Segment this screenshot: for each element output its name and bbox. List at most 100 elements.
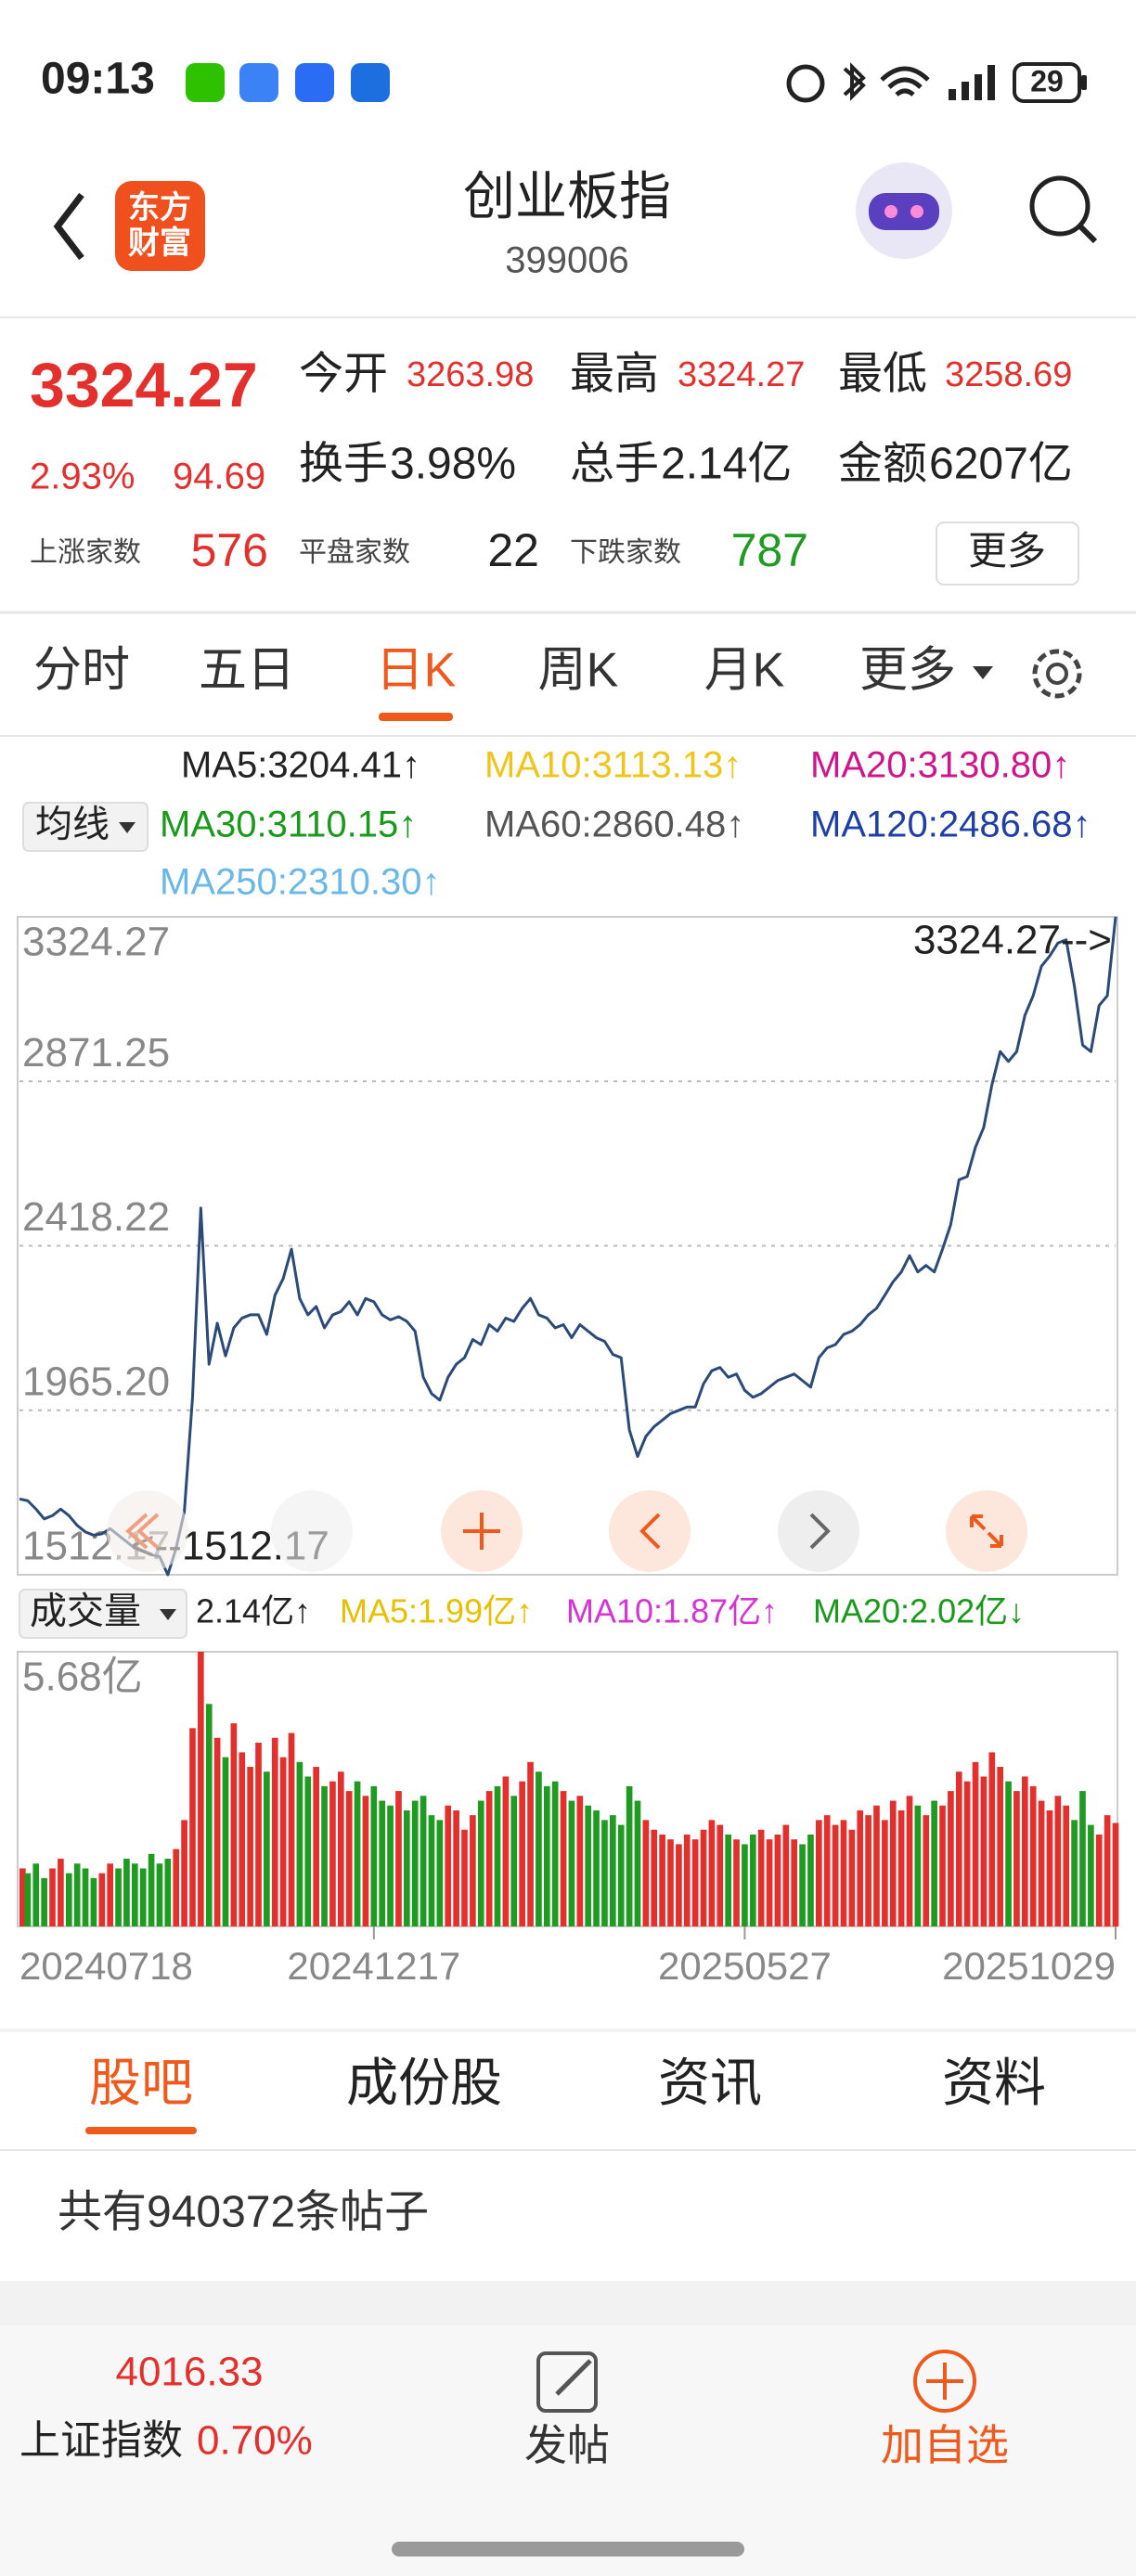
volume-bar xyxy=(148,1853,155,1926)
volume-bar xyxy=(1088,1824,1094,1926)
period-tab[interactable]: 周K xyxy=(538,644,619,698)
volume-bar xyxy=(955,1771,962,1926)
settings-button[interactable] xyxy=(1032,649,1082,699)
scroll-left-button[interactable] xyxy=(609,1490,691,1572)
pencil xyxy=(555,2359,592,2396)
volume-bar xyxy=(131,1863,138,1926)
volume-bar xyxy=(848,1829,856,1926)
scroll-start-button[interactable] xyxy=(107,1490,188,1572)
period-tab-selected[interactable]: 日K xyxy=(376,644,457,698)
avatar-eye xyxy=(884,205,897,218)
home-indicator xyxy=(392,2542,744,2557)
more-button-label[interactable]: 更多 xyxy=(968,529,1046,573)
x-tick-label: 20250527 xyxy=(658,1944,832,1988)
volume-bar xyxy=(288,1732,295,1926)
volume-legend: MA20:2.02亿↓ xyxy=(813,1592,1025,1630)
volume-bar xyxy=(156,1863,163,1926)
volume-bar xyxy=(651,1829,658,1926)
period-tab[interactable]: 月K xyxy=(704,644,785,698)
period-tab[interactable]: 分时 xyxy=(33,644,130,698)
ma-legend: MA60:2860.48↑ xyxy=(484,805,744,845)
volume-button-label[interactable]: 成交量 xyxy=(30,1591,141,1632)
index-name[interactable]: 上证指数 xyxy=(19,2418,183,2464)
content-tab[interactable]: 资料 xyxy=(942,2054,1046,2112)
post-button[interactable]: 发帖 xyxy=(524,2421,610,2469)
post-count: 共有940372条帖子 xyxy=(58,2188,429,2237)
tab-underline xyxy=(379,713,453,721)
fullscreen-button[interactable] xyxy=(946,1490,1027,1572)
volume-bar xyxy=(164,1859,172,1926)
ma-legend: MA20:3130.80↑ xyxy=(810,745,1070,786)
breadth-value: 787 xyxy=(731,524,808,576)
post-icon[interactable] xyxy=(536,2351,598,2413)
volume-bar xyxy=(716,1824,724,1926)
signal-icon xyxy=(949,65,995,100)
field-label: 最低 xyxy=(838,350,927,399)
y-tick-label: 3324.27 xyxy=(22,920,170,965)
more-button[interactable] xyxy=(936,522,1079,586)
volume-bar xyxy=(337,1771,344,1926)
volume-bar xyxy=(1095,1834,1103,1926)
volume-bar xyxy=(247,1767,253,1926)
volume-bar xyxy=(865,1815,871,1926)
volume-bar xyxy=(840,1820,847,1926)
volume-bar xyxy=(65,1873,72,1926)
bluetooth-icon xyxy=(843,62,866,101)
y-tick-label: 2418.22 xyxy=(22,1194,170,1240)
volume-bar xyxy=(205,1704,213,1926)
field-value: 6207亿 xyxy=(929,440,1073,489)
content-tab[interactable]: 成份股 xyxy=(346,2054,502,2112)
volume-bar xyxy=(461,1829,468,1926)
field-value: 2.14亿 xyxy=(661,440,792,489)
volume-bar xyxy=(1021,1776,1028,1926)
ma-legend: MA30:3110.15↑ xyxy=(160,805,417,845)
zoom-out-button[interactable] xyxy=(271,1490,353,1572)
volume-bar xyxy=(453,1810,459,1926)
scroll-right-button[interactable] xyxy=(778,1490,859,1572)
content-tab-selected[interactable]: 股吧 xyxy=(89,2054,193,2112)
volume-bar xyxy=(329,1781,336,1926)
volume-bar xyxy=(816,1820,822,1926)
index-change[interactable]: 0.70% xyxy=(197,2418,313,2464)
volume-bar xyxy=(642,1820,650,1926)
change-amount: 94.69 xyxy=(173,457,265,497)
icon xyxy=(463,1513,500,1550)
volume-bar xyxy=(683,1834,691,1926)
volume-button[interactable] xyxy=(19,1589,187,1639)
volume-bar xyxy=(963,1781,971,1926)
volume-bar xyxy=(222,1757,229,1926)
dropdown-arrow xyxy=(973,666,993,679)
volume-bar xyxy=(897,1810,905,1926)
search-button[interactable] xyxy=(1029,175,1091,237)
volume-bar xyxy=(354,1781,361,1926)
volume-bar xyxy=(593,1810,600,1926)
ma-button[interactable] xyxy=(22,802,148,852)
content-tab[interactable]: 资讯 xyxy=(658,2054,762,2112)
period-tab[interactable]: 五日 xyxy=(199,644,295,698)
index-value[interactable]: 4016.33 xyxy=(115,2350,263,2395)
field-value: 3258.69 xyxy=(945,355,1072,394)
volume-bar xyxy=(906,1796,913,1926)
volume-bar xyxy=(24,1873,32,1926)
back-button[interactable] xyxy=(53,192,84,261)
volume-bar xyxy=(445,1805,452,1926)
volume-bar xyxy=(948,1791,954,1926)
volume-bar xyxy=(882,1820,888,1926)
watch-button[interactable]: 加自选 xyxy=(881,2421,1009,2469)
logo-text: 财富 xyxy=(128,225,191,261)
last-price: 3324.27 xyxy=(30,350,258,420)
volume-bar xyxy=(889,1800,897,1926)
tab-underline xyxy=(85,2127,197,2134)
volume-legend: MA10:1.87亿↑ xyxy=(566,1592,778,1630)
ma-button-label[interactable]: 均线 xyxy=(35,805,110,845)
volume-bar xyxy=(387,1805,394,1926)
y-tick-label: 1965.20 xyxy=(22,1359,170,1404)
watch-icon[interactable] xyxy=(913,2350,976,2413)
field-label: 最高 xyxy=(570,350,659,399)
period-tab[interactable]: 更多 xyxy=(859,644,956,698)
volume-bar xyxy=(1013,1791,1020,1926)
volume-bar xyxy=(536,1771,542,1926)
volume-bar xyxy=(255,1742,262,1926)
breadth-value: 22 xyxy=(487,524,539,576)
